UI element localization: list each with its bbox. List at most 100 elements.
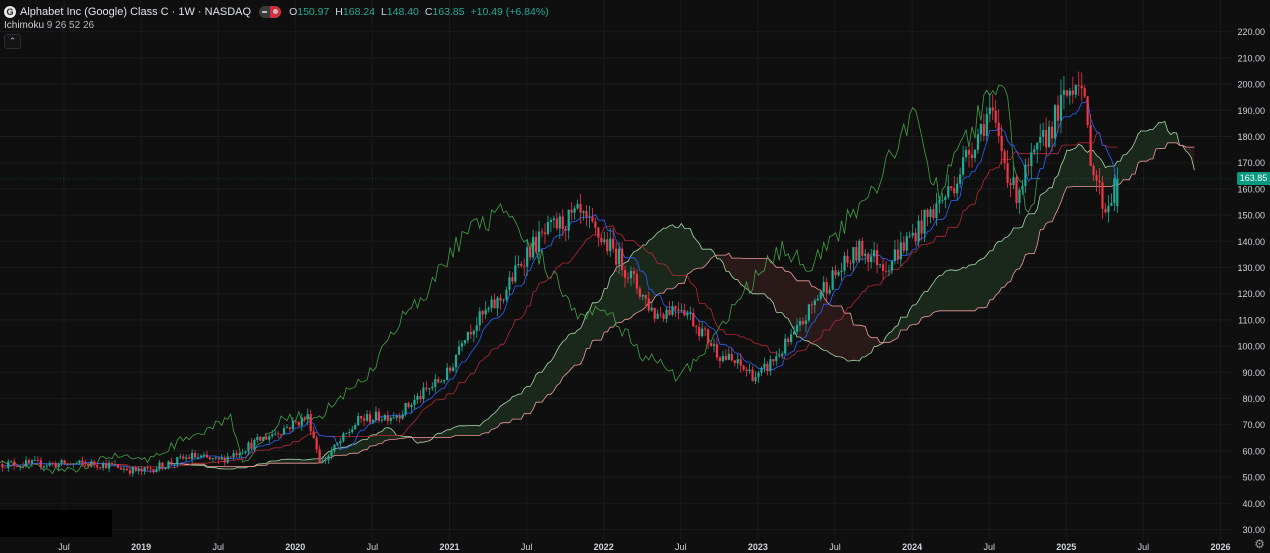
- visibility-toggle[interactable]: [259, 6, 282, 18]
- y-tick-label: 180.00: [1237, 132, 1265, 142]
- candle-body: [828, 289, 831, 294]
- candle-body: [113, 464, 117, 466]
- y-tick-label: 100.00: [1237, 342, 1265, 352]
- candle-body: [1092, 165, 1095, 176]
- candle-body: [460, 343, 464, 347]
- candle-body: [87, 463, 90, 467]
- candle-body: [78, 460, 81, 464]
- candle-body: [532, 236, 535, 258]
- candle-body: [620, 248, 624, 271]
- candle-body: [976, 134, 980, 150]
- y-tick-label: 120.00: [1237, 289, 1265, 299]
- candle-body: [404, 402, 407, 415]
- candle-body: [597, 227, 600, 238]
- candle-body: [365, 414, 369, 421]
- candle-body: [686, 313, 689, 316]
- indicator-legend[interactable]: Ichimoku 9 26 52 26: [4, 20, 94, 31]
- candle-body: [579, 203, 582, 213]
- candle-body: [709, 342, 713, 346]
- x-tick-label: 2024: [902, 542, 922, 552]
- candle-body: [208, 457, 211, 460]
- candle-body: [428, 388, 431, 390]
- y-tick-label: 160.00: [1237, 184, 1265, 194]
- candle-body: [537, 231, 541, 252]
- symbol-title[interactable]: Alphabet Inc (Google) Class C · 1W · NAS…: [20, 6, 252, 18]
- candle-body: [520, 263, 523, 266]
- candle-body: [217, 457, 220, 460]
- gear-icon[interactable]: ⚙: [1254, 537, 1265, 551]
- candle-body: [434, 379, 437, 387]
- candle-body: [253, 439, 256, 450]
- candle-body: [339, 441, 342, 444]
- candle-body: [484, 309, 487, 315]
- candle-body: [790, 334, 793, 343]
- candle-body: [505, 289, 508, 300]
- candle-body: [72, 463, 75, 465]
- candle-body: [757, 372, 760, 378]
- candle-body: [368, 414, 372, 423]
- candle-body: [884, 270, 888, 272]
- x-tick-label: Jul: [1138, 542, 1150, 552]
- candle-body: [739, 359, 742, 366]
- candle-body: [19, 466, 22, 468]
- candle-body: [360, 415, 363, 419]
- y-tick-label: 30.00: [1242, 525, 1265, 535]
- candle-body: [392, 417, 395, 419]
- x-tick-label: 2026: [1210, 542, 1230, 552]
- candle-body: [837, 272, 840, 276]
- candle-body: [736, 359, 739, 364]
- ichimoku-cloud: [248, 427, 415, 467]
- candle-body: [496, 297, 499, 309]
- candle-body: [176, 457, 179, 464]
- candle-body: [950, 186, 953, 189]
- chevron-up-icon[interactable]: ⌃: [4, 34, 21, 49]
- minus-icon[interactable]: [259, 6, 271, 18]
- candle-body: [1050, 126, 1054, 139]
- candle-body: [772, 359, 775, 362]
- candle-body: [603, 239, 606, 243]
- candle-body: [173, 463, 176, 465]
- candle-body: [1053, 105, 1057, 139]
- candle-body: [754, 377, 757, 382]
- candle-body: [748, 369, 751, 372]
- candle-body: [454, 354, 458, 368]
- candle-body: [1, 464, 4, 468]
- candle-body: [695, 326, 698, 328]
- candle-body: [591, 216, 594, 222]
- candle-body: [155, 469, 158, 473]
- candle-body: [1024, 164, 1027, 186]
- candle-body: [659, 313, 662, 315]
- candle-body: [229, 456, 232, 458]
- candle-body: [256, 436, 259, 440]
- candle-body: [13, 461, 16, 467]
- candle-body: [30, 460, 34, 463]
- candle-body: [944, 197, 947, 201]
- candle-body: [887, 270, 891, 272]
- candle-body: [653, 307, 656, 319]
- candle-body: [282, 428, 286, 435]
- candle-body: [511, 277, 514, 282]
- candle-body: [704, 328, 707, 330]
- eye-icon[interactable]: [270, 6, 282, 18]
- y-tick-label: 70.00: [1242, 420, 1265, 430]
- candle-body: [102, 462, 105, 468]
- candle-body: [481, 311, 484, 315]
- candle-body: [306, 414, 309, 420]
- candle-body: [843, 255, 846, 271]
- candle-body: [721, 356, 725, 362]
- candle-body: [908, 235, 911, 237]
- candle-body: [105, 462, 108, 469]
- candle-body: [941, 200, 944, 201]
- candle-body: [250, 442, 253, 450]
- candle-body: [1068, 90, 1071, 96]
- candle-body: [469, 331, 472, 335]
- candle-body: [268, 436, 271, 440]
- indicator-params: 9 26 52 26: [46, 20, 95, 31]
- senkou-span-b-line: [168, 142, 1195, 467]
- candle-body: [973, 149, 977, 158]
- candle-body: [988, 107, 991, 115]
- candle-body: [499, 297, 502, 301]
- candle-body: [202, 454, 206, 456]
- candle-body: [247, 442, 250, 452]
